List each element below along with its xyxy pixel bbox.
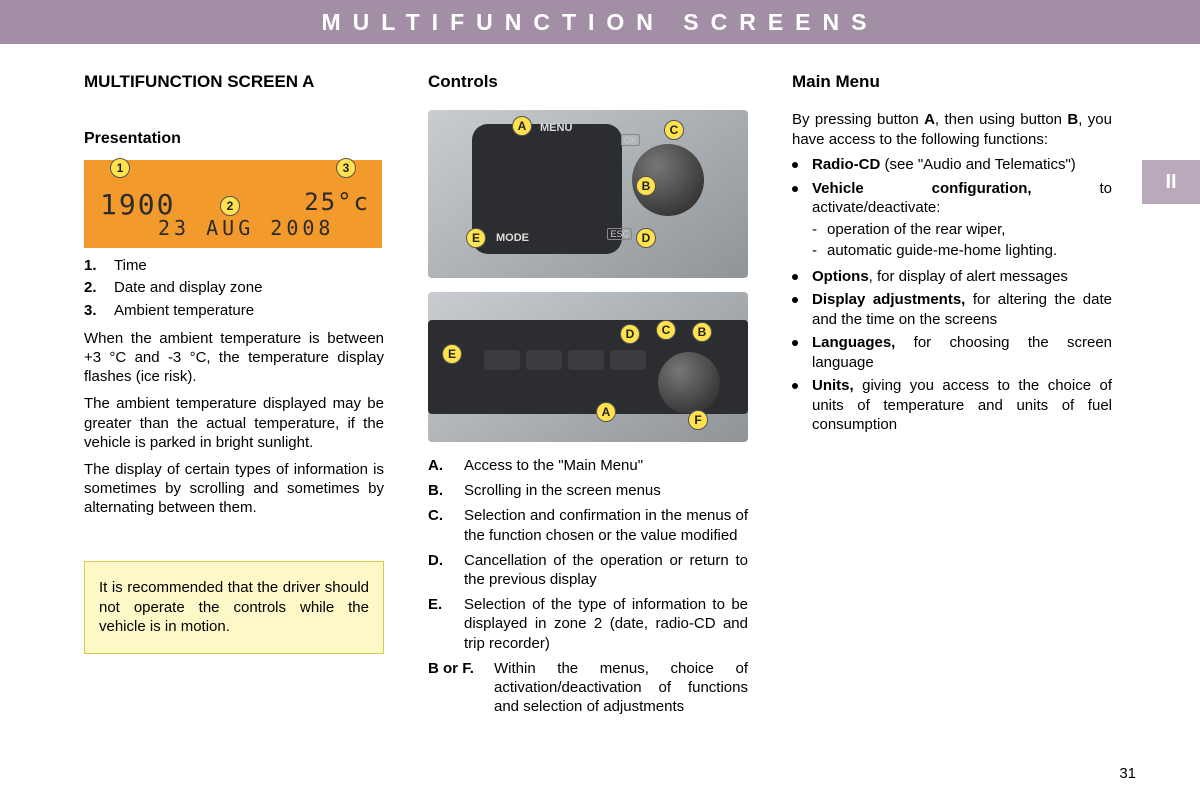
para-ice-risk: When the ambient temperature is between … — [84, 329, 384, 387]
heading-screen-a: MULTIFUNCTION SCREEN A — [84, 72, 384, 92]
legend-item: 1.Time — [84, 256, 384, 276]
header-bar: MULTIFUNCTION SCREENS — [0, 0, 1200, 44]
controls-item: C.Selection and confirmation in the menu… — [428, 506, 748, 544]
display-date: 23 AUG 2008 — [158, 216, 334, 240]
callout-c2: C — [656, 320, 676, 340]
column-controls: Controls A MENU C OK B E MODE ESC D E D … — [428, 72, 748, 722]
bullet-icon — [792, 383, 798, 389]
callout-2: 2 — [220, 196, 240, 216]
controls-item: E.Selection of the type of information t… — [428, 595, 748, 653]
callout-1: 1 — [110, 158, 130, 178]
bullet-icon — [792, 340, 798, 346]
callout-c: C — [664, 120, 684, 140]
chapter-tab: II — [1142, 160, 1200, 204]
main-menu-intro: By pressing button A, then using button … — [792, 110, 1112, 149]
callout-e: E — [466, 228, 486, 248]
vehicle-config-sublist: -operation of the rear wiper, -automatic… — [812, 220, 1112, 261]
controls-photo-bottom: E D C B A F — [428, 292, 748, 442]
legend-item: 2.Date and display zone — [84, 278, 384, 298]
bullet-icon — [792, 162, 798, 168]
label-ok: OK — [621, 134, 640, 146]
callout-f: F — [688, 410, 708, 430]
display-temp: 25°c — [304, 188, 370, 216]
main-menu-list: Radio-CD (see "Audio and Telematics") Ve… — [792, 155, 1112, 439]
page-header-title: MULTIFUNCTION SCREENS — [322, 9, 879, 36]
column-main-menu: Main Menu By pressing button A, then usi… — [792, 72, 1112, 722]
warning-note-box: It is recommended that the driver should… — [84, 561, 384, 654]
controls-item: D.Cancellation of the operation or retur… — [428, 551, 748, 589]
menu-item-radio: Radio-CD (see "Audio and Telematics") — [792, 155, 1112, 175]
callout-e2: E — [442, 344, 462, 364]
legend-item: 3.Ambient temperature — [84, 301, 384, 321]
page-number: 31 — [1119, 765, 1136, 782]
controls-item-borf: B or F.Within the menus, choice of activ… — [428, 659, 748, 717]
presentation-legend-list: 1.Time 2.Date and display zone 3.Ambient… — [84, 256, 384, 323]
header-stripes — [1130, 0, 1200, 44]
menu-item-units: Units, giving you access to the choice o… — [792, 376, 1112, 435]
label-mode: MODE — [496, 232, 529, 244]
bullet-icon — [792, 274, 798, 280]
controls-legend-list: A.Access to the "Main Menu" B.Scrolling … — [428, 456, 748, 722]
lcd-display-illustration: 1 2 3 1900 25°c 23 AUG 2008 — [84, 160, 382, 248]
bullet-icon — [792, 186, 798, 192]
content-area: MULTIFUNCTION SCREEN A Presentation 1 2 … — [84, 72, 1124, 722]
subheading-presentation: Presentation — [84, 130, 384, 148]
callout-b2: B — [692, 322, 712, 342]
callout-b: B — [636, 176, 656, 196]
menu-item-options: Options, for display of alert messages — [792, 267, 1112, 287]
label-menu: MENU — [540, 122, 572, 134]
para-sunlight: The ambient temperature displayed may be… — [84, 394, 384, 452]
column-presentation: MULTIFUNCTION SCREEN A Presentation 1 2 … — [84, 72, 384, 722]
heading-controls: Controls — [428, 72, 748, 92]
menu-item-languages: Languages, for choosing the screen langu… — [792, 333, 1112, 372]
controls-photo-top: A MENU C OK B E MODE ESC D — [428, 110, 748, 278]
callout-a: A — [512, 116, 532, 136]
controls-item: A.Access to the "Main Menu" — [428, 456, 748, 475]
bullet-icon — [792, 297, 798, 303]
menu-item-display-adjust: Display adjustments, for altering the da… — [792, 290, 1112, 329]
label-esc: ESC — [607, 228, 632, 240]
callout-d2: D — [620, 324, 640, 344]
menu-item-vehicle-config: Vehicle configuration, to activate/deact… — [792, 179, 1112, 263]
callout-3: 3 — [336, 158, 356, 178]
para-scrolling: The display of certain types of informat… — [84, 460, 384, 518]
heading-main-menu: Main Menu — [792, 72, 1112, 92]
controls-item: B.Scrolling in the screen menus — [428, 481, 748, 500]
callout-d: D — [636, 228, 656, 248]
callout-a2: A — [596, 402, 616, 422]
